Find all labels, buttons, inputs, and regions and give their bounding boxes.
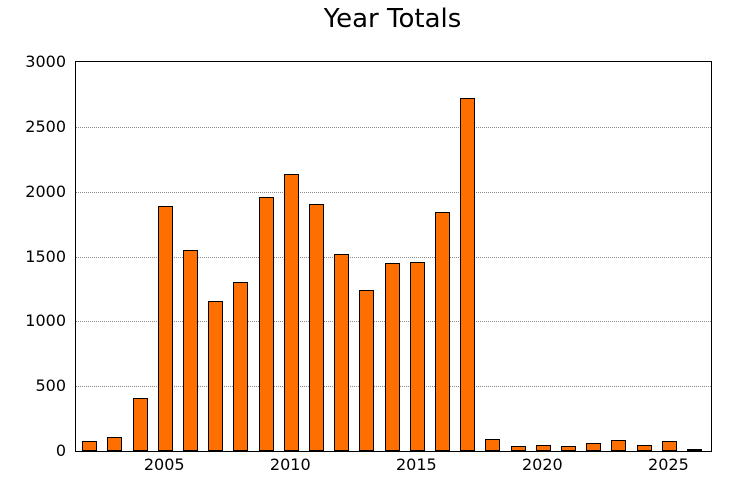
bar-2015 [409,261,425,451]
y-tick-label-2000: 2000 [25,181,66,201]
bar-2007 [208,301,224,451]
bar-2024 [636,445,652,451]
bar-2021 [561,446,577,451]
y-tick-label-3000: 3000 [25,52,66,71]
x-tick-label-2025: 2025 [648,455,689,474]
bar-2020 [535,444,551,451]
y-tick-label-2500: 2500 [25,116,66,136]
bar-2004 [132,397,148,451]
bar-2018 [485,438,501,451]
bar-2012 [334,253,350,451]
bar-2025 [661,441,677,451]
bar-2002 [82,440,98,451]
plot-area [75,61,712,452]
bar-2023 [611,439,627,451]
bar-2019 [510,445,526,451]
bar-2026 [687,449,703,451]
bar-2005 [157,205,173,451]
bar-2008 [233,282,249,451]
gridline-2500 [76,126,711,128]
y-tick-label-0: 0 [55,441,66,460]
y-tick-label-1000: 1000 [25,311,66,331]
gridline-1500 [76,256,711,258]
x-tick-label-2005: 2005 [143,455,185,474]
x-tick-label-2020: 2020 [522,455,563,474]
bar-2006 [182,250,198,451]
y-tick-label-500: 500 [35,376,66,396]
x-tick-label-2015: 2015 [395,455,437,474]
gridline-2000 [76,191,711,193]
bar-2009 [258,196,274,451]
bar-2016 [435,212,451,451]
bar-2014 [384,262,400,451]
bar-2010 [283,173,299,451]
bar-2017 [460,98,476,451]
y-tick-label-1500: 1500 [25,246,66,266]
bar-2011 [308,204,324,451]
bar-2003 [107,436,123,451]
x-tick-label-2010: 2010 [269,455,311,474]
bar-2013 [359,289,375,451]
chart-title: Year Totals [323,4,462,34]
bar-2022 [586,443,602,451]
